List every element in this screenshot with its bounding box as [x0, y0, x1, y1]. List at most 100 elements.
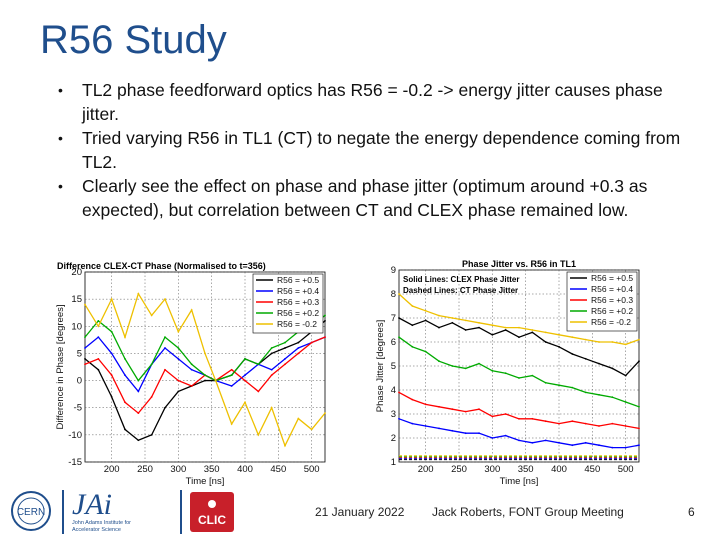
y-tick-label: 10	[71, 321, 82, 332]
logo-divider	[62, 490, 64, 534]
legend-label: R56 = -0.2	[591, 317, 631, 327]
y-tick-label: 6	[391, 337, 396, 348]
data-point	[611, 396, 614, 399]
phase-difference-chart: 200 250 300 350 400 450 500-15-10-505101520Dif…	[55, 261, 326, 487]
data-point	[110, 298, 113, 301]
cern-logo-icon: CERN	[11, 491, 51, 531]
legend-label: R56 = +0.2	[591, 306, 633, 316]
data-point	[110, 395, 113, 398]
data-point	[584, 422, 587, 425]
data-point	[438, 360, 440, 363]
y-tick-label: 8	[391, 289, 396, 300]
data-point	[411, 422, 414, 425]
data-point	[324, 412, 326, 415]
y-tick-label: 2	[391, 433, 396, 444]
data-point	[204, 379, 206, 382]
data-point	[584, 441, 587, 444]
data-point	[411, 305, 414, 307]
data-point	[531, 417, 534, 420]
bullet-list: • TL2 phase feedforward optics has R56 =…	[44, 78, 684, 222]
data-point	[571, 353, 574, 355]
data-point	[531, 331, 534, 334]
data-point	[571, 336, 574, 339]
data-point	[124, 374, 126, 377]
data-point	[478, 326, 480, 329]
data-point	[110, 352, 113, 355]
data-point	[491, 369, 494, 372]
bullet-text: TL2 phase feedforward optics has R56 = -…	[82, 80, 663, 124]
data-point	[624, 374, 627, 377]
y-tick-label: 20	[71, 267, 82, 278]
clic-logo: CLIC	[190, 492, 234, 532]
bullet-item: • TL2 phase feedforward optics has R56 =…	[44, 78, 684, 126]
data-point	[624, 401, 627, 403]
data-point	[398, 293, 400, 295]
data-point	[611, 341, 614, 343]
data-point	[544, 439, 547, 442]
x-tick-label: 350	[204, 464, 220, 475]
x-tick-label: 450	[270, 464, 286, 475]
x-tick-label: 250	[137, 464, 153, 475]
bullet-text: Tried varying R56 in TL1 (CT) to negate …	[82, 128, 681, 172]
data-point	[270, 406, 273, 409]
y-tick-label: 4	[391, 385, 396, 396]
legend-label: R56 = -0.2	[277, 319, 317, 329]
data-point	[244, 379, 246, 382]
data-point	[84, 336, 86, 339]
data-point	[164, 347, 166, 349]
data-point	[230, 374, 233, 377]
data-point	[504, 434, 507, 437]
clic-logo-icon: CLIC	[198, 500, 226, 527]
data-point	[137, 439, 140, 442]
data-point	[164, 406, 166, 409]
data-point	[518, 336, 520, 339]
data-point	[504, 329, 507, 331]
data-point	[451, 317, 454, 319]
data-point	[531, 329, 534, 331]
data-point	[544, 331, 547, 334]
data-point	[451, 321, 454, 324]
data-point	[624, 425, 627, 427]
legend-label: R56 = +0.5	[591, 273, 633, 283]
x-tick-label: 400	[237, 464, 253, 475]
chart-title: Phase Jitter vs. R56 in TL1	[462, 259, 576, 269]
data-point	[297, 341, 300, 344]
y-axis-label: Phase Jitter [degrees]	[375, 320, 386, 412]
data-point	[257, 433, 260, 436]
data-point	[270, 374, 273, 377]
x-tick-label: 300	[170, 464, 186, 475]
data-point	[230, 368, 233, 371]
data-point	[270, 352, 273, 355]
data-point	[97, 357, 100, 360]
data-point	[97, 325, 100, 328]
bullet-dot-icon: •	[58, 130, 63, 146]
jai-logo-text: JAi	[72, 488, 112, 521]
data-point	[598, 341, 600, 343]
footer-date: 21 January 2022	[315, 505, 405, 519]
legend-label: R56 = +0.4	[277, 286, 319, 296]
data-point	[150, 363, 153, 366]
data-point	[124, 357, 126, 360]
data-point	[411, 324, 414, 327]
page-number: 6	[688, 505, 695, 519]
data-point	[137, 379, 140, 382]
data-point	[504, 372, 507, 375]
data-point	[438, 427, 440, 430]
data-point	[137, 292, 140, 295]
legend-box	[252, 273, 324, 334]
data-point	[124, 336, 126, 339]
data-point	[284, 347, 286, 349]
data-point	[624, 343, 627, 346]
data-point	[624, 446, 627, 449]
legend-label: R56 = +0.3	[277, 297, 319, 307]
data-point	[177, 390, 180, 393]
data-point	[124, 428, 126, 431]
y-tick-label: 9	[391, 265, 396, 276]
data-point	[84, 347, 86, 349]
data-point	[284, 341, 286, 344]
data-point	[491, 324, 494, 327]
data-point	[411, 345, 414, 348]
data-point	[244, 357, 246, 360]
jai-logo-subtitle: John Adams Institute for Accelerator Sci…	[72, 520, 132, 533]
logo-divider	[180, 490, 182, 534]
